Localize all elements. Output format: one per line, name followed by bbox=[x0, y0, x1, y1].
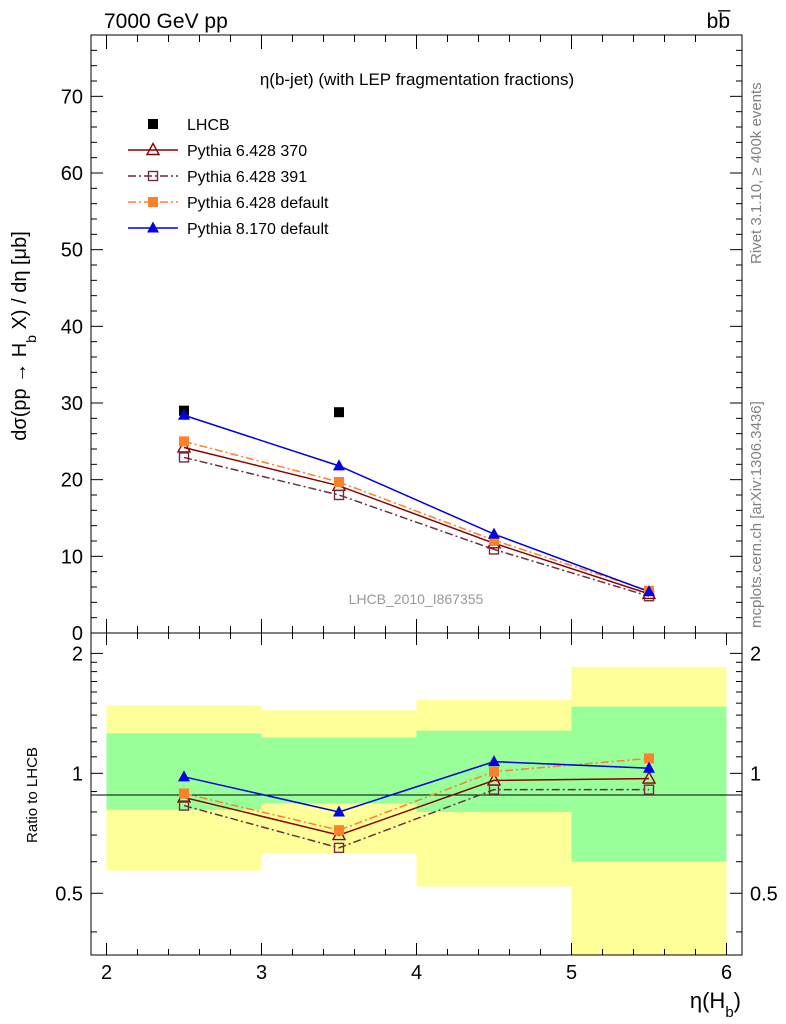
ratio-point bbox=[641, 770, 657, 784]
uncertainty-band-green bbox=[261, 737, 417, 804]
legend-label: Pythia 8.170 default bbox=[187, 221, 329, 238]
data-point bbox=[488, 527, 500, 539]
x-tick-label: 3 bbox=[256, 962, 267, 984]
ratio-point bbox=[644, 753, 654, 764]
header-right: bb̅ bbox=[707, 10, 732, 33]
x-axis-label: η(Hb) bbox=[690, 988, 741, 1021]
series-line bbox=[183, 440, 650, 592]
x-label-main: η(H bbox=[690, 988, 725, 1013]
y-tick-label: 70 bbox=[61, 86, 83, 108]
mcplots-label: mcplots.cern.ch [arXiv:1306.3436] bbox=[748, 401, 765, 628]
legend-marker bbox=[145, 142, 161, 156]
legend-label: Pythia 6.428 default bbox=[187, 195, 329, 212]
ratio-point bbox=[334, 825, 344, 836]
ratio-y-tick-label-right: 0.5 bbox=[750, 883, 778, 905]
series-line bbox=[183, 456, 650, 597]
ratio-markers bbox=[176, 753, 657, 854]
ratio-y-tick-label-right: 1 bbox=[750, 763, 761, 785]
svg-text:dσ(pp → Hb X) / dη [μb]: dσ(pp → Hb X) / dη [μb] bbox=[9, 231, 39, 441]
data-point bbox=[643, 585, 655, 597]
ratio-point bbox=[489, 766, 499, 777]
series-line bbox=[183, 446, 650, 595]
ratio-panel: 0.5 0.5 1 1 2 2 2 3 4 5 6 Ratio to LHCB η(Hb) bbox=[24, 632, 778, 1021]
ratio-y-label: Ratio to LHCB bbox=[24, 747, 41, 843]
ratio-point bbox=[488, 784, 500, 795]
x-tick-label: 2 bbox=[101, 962, 112, 984]
plot-title: η(b-jet) (with LEP fragmentation fractio… bbox=[260, 70, 574, 89]
y-tick-label: 30 bbox=[61, 393, 83, 415]
ratio-point bbox=[643, 761, 655, 773]
ratio-axes: 0.5 0.5 1 1 2 2 2 3 4 5 6 bbox=[55, 633, 778, 984]
main-panel: 0 10 20 30 40 50 60 70 η(b-jet) (with LEP fragm… bbox=[9, 34, 743, 645]
ratio-y-tick-label-right: 2 bbox=[750, 643, 761, 665]
y-label-sub: b bbox=[23, 335, 39, 343]
ratio-series-line bbox=[183, 760, 650, 813]
data-point bbox=[178, 452, 190, 463]
x-tick-label: 5 bbox=[566, 962, 577, 984]
y-label-main: dσ(pp → H bbox=[9, 343, 31, 441]
main-markers bbox=[176, 405, 657, 602]
ratio-point bbox=[178, 800, 190, 811]
ratio-series-line bbox=[183, 788, 649, 849]
legend-marker bbox=[148, 119, 158, 129]
data-point bbox=[333, 489, 345, 501]
legend-label: LHCB bbox=[187, 117, 230, 134]
ratio-point bbox=[643, 784, 655, 795]
y-tick-label: 10 bbox=[61, 546, 83, 568]
legend: LHCB Pythia 6.428 370 Pythia 6.428 391 Pyth… bbox=[128, 117, 329, 238]
ratio-point bbox=[333, 842, 345, 854]
data-point bbox=[179, 436, 189, 447]
ratio-series-line bbox=[183, 777, 650, 836]
ratio-point bbox=[179, 788, 189, 799]
ratio-curves bbox=[183, 757, 650, 849]
y-tick-label: 20 bbox=[61, 470, 83, 492]
data-point bbox=[334, 407, 344, 418]
ratio-point bbox=[488, 755, 500, 767]
data-point bbox=[334, 476, 344, 487]
data-point bbox=[176, 439, 192, 453]
x-label-tail: ) bbox=[734, 988, 741, 1013]
ratio-y-tick-label: 0.5 bbox=[55, 883, 83, 905]
y-tick-label: 60 bbox=[61, 163, 83, 185]
y-tick-label: 50 bbox=[61, 240, 83, 262]
main-y-label: dσ(pp → Hb X) / dη [μb] bbox=[9, 231, 39, 441]
ratio-bands bbox=[106, 666, 727, 955]
data-point bbox=[489, 535, 499, 546]
y-label-tail: X) / dη [μb] bbox=[9, 231, 31, 335]
legend-marker bbox=[147, 170, 159, 182]
main-curves bbox=[183, 414, 650, 597]
ratio-point bbox=[333, 805, 345, 817]
rivet-label: Rivet 3.1.10, ≥ 400k events bbox=[748, 82, 765, 264]
main-y-axis: 0 10 20 30 40 50 60 70 bbox=[61, 34, 742, 645]
y-tick-label: 0 bbox=[72, 623, 83, 645]
uncertainty-band-green bbox=[571, 706, 727, 862]
x-tick-label: 4 bbox=[411, 962, 422, 984]
x-label-sub: b bbox=[725, 1004, 733, 1021]
legend-label: Pythia 6.428 370 bbox=[187, 143, 307, 160]
ratio-y-tick-label: 1 bbox=[72, 763, 83, 785]
x-tick-label: 6 bbox=[721, 962, 732, 984]
data-point bbox=[333, 459, 345, 471]
legend-marker bbox=[147, 221, 159, 233]
header-left: 7000 GeV pp bbox=[104, 10, 228, 33]
y-tick-label: 40 bbox=[61, 316, 83, 338]
ratio-point bbox=[178, 770, 190, 782]
data-point bbox=[178, 408, 190, 420]
series-line bbox=[183, 414, 650, 593]
legend-marker bbox=[148, 197, 158, 207]
legend-label: Pythia 6.428 391 bbox=[187, 169, 307, 186]
ratio-y-tick-label: 2 bbox=[72, 643, 83, 665]
analysis-watermark: LHCB_2010_I867355 bbox=[349, 591, 484, 607]
